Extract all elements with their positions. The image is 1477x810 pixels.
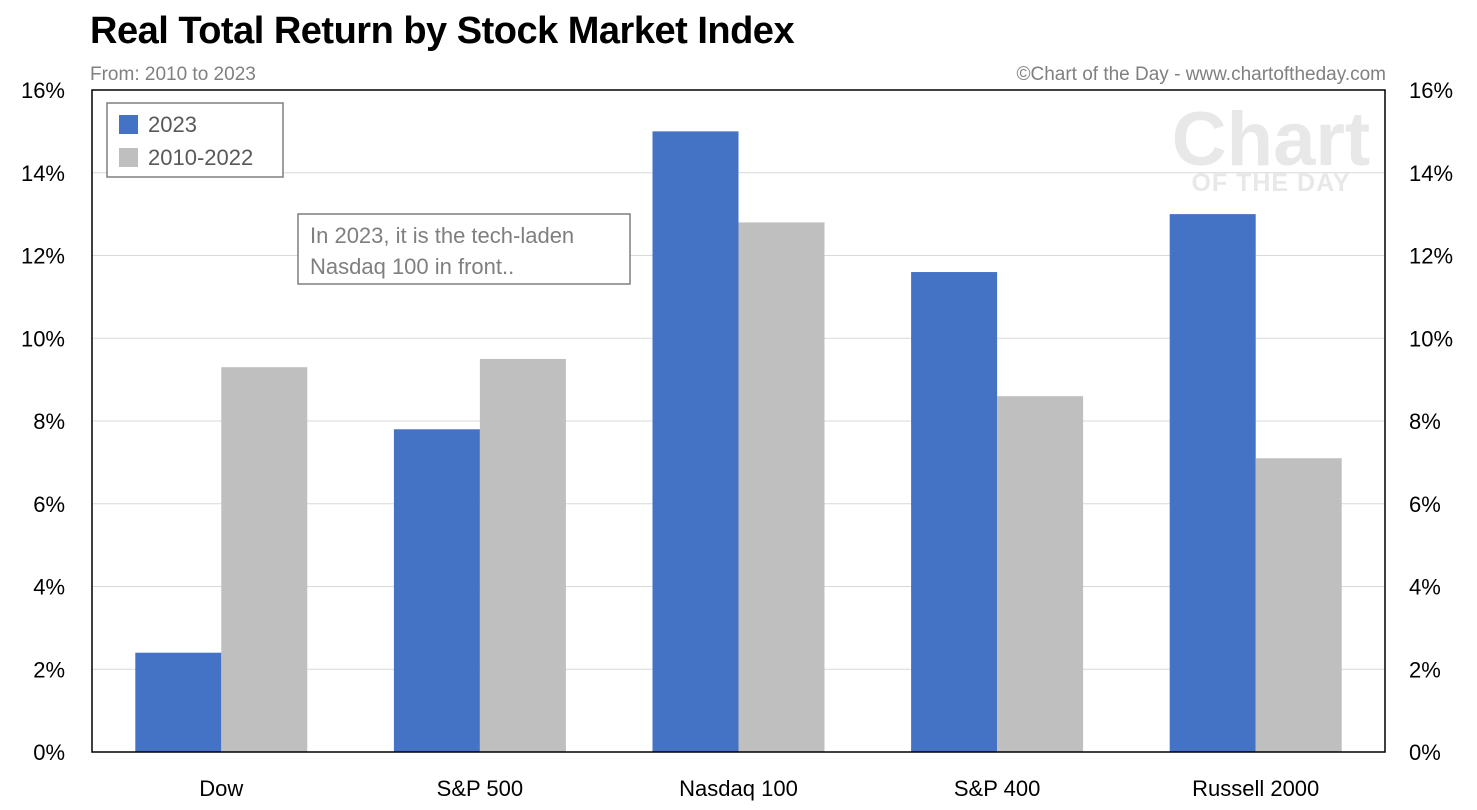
y-tick-label-right: 14% — [1409, 161, 1453, 186]
bar-2010-2022-dow — [221, 367, 308, 752]
y-tick-label-left: 4% — [33, 575, 65, 600]
legend: 2023 2010-2022 — [106, 102, 284, 178]
y-tick-label-left: 10% — [21, 326, 65, 351]
y-tick-label-left: 2% — [33, 657, 65, 682]
y-tick-label-left: 12% — [21, 244, 65, 269]
annotation-line-1: In 2023, it is the tech-laden — [310, 223, 574, 248]
y-tick-label-right: 4% — [1409, 575, 1441, 600]
chart-subtitle: From: 2010 to 2023 — [90, 64, 256, 85]
watermark: Chart OF THE DAY — [1172, 97, 1370, 197]
plot-frame — [91, 89, 1386, 753]
y-tick-label-right: 6% — [1409, 492, 1441, 517]
annotation-line-2: Nasdaq 100 in front.. — [310, 254, 514, 279]
y-tick-label-right: 16% — [1409, 78, 1453, 103]
y-tick-label-left: 16% — [21, 78, 65, 103]
bar-2023-nasdaq-100 — [652, 131, 739, 752]
annotation-box — [297, 213, 631, 285]
y-tick-label-left: 6% — [33, 492, 65, 517]
bar-2023-s-p-500 — [393, 429, 480, 752]
watermark-text-main: Chart — [1172, 97, 1370, 182]
chart-title: Real Total Return by Stock Market Index — [90, 10, 795, 52]
legend-label-2010-2022: 2010-2022 — [148, 145, 253, 170]
bar-2010-2022-s-p-400 — [997, 396, 1084, 752]
x-tick-label: S&P 400 — [954, 776, 1040, 801]
bar-2023-russell-2000 — [1169, 214, 1256, 752]
watermark-text-sub: OF THE DAY — [1191, 169, 1350, 197]
y-tick-label-right: 8% — [1409, 409, 1441, 434]
y-tick-label-left: 14% — [21, 161, 65, 186]
y-tick-label-right: 0% — [1409, 740, 1441, 765]
bar-2010-2022-nasdaq-100 — [738, 222, 825, 752]
bars — [135, 131, 1342, 752]
y-tick-label-left: 8% — [33, 409, 65, 434]
x-tick-label: Russell 2000 — [1192, 776, 1319, 801]
bar-2023-dow — [135, 652, 222, 752]
x-axis: Dow S&P 500 Nasdaq 100 S&P 400 Russell 2000 — [199, 776, 1319, 801]
bar-2010-2022-russell-2000 — [1255, 458, 1342, 752]
y-axis-right: 0% 2% 4% 6% 8% 10% 12% 14% 16% — [1409, 78, 1453, 765]
x-tick-label: Dow — [199, 776, 243, 801]
y-tick-label-right: 12% — [1409, 244, 1453, 269]
bar-2010-2022-s-p-500 — [479, 358, 566, 752]
y-tick-label-right: 10% — [1409, 326, 1453, 351]
y-tick-label-left: 0% — [33, 740, 65, 765]
bar-2023-s-p-400 — [911, 272, 998, 752]
chart-credit: ©Chart of the Day - www.chartoftheday.co… — [1016, 64, 1386, 85]
x-tick-label: S&P 500 — [437, 776, 523, 801]
x-tick-label: Nasdaq 100 — [679, 776, 798, 801]
y-axis-left: 0% 2% 4% 6% 8% 10% 12% 14% 16% — [21, 78, 65, 765]
legend-label-2023: 2023 — [148, 112, 197, 137]
y-tick-label-right: 2% — [1409, 657, 1441, 682]
legend-swatch-2010-2022 — [119, 148, 138, 167]
annotation: In 2023, it is the tech-laden Nasdaq 100… — [297, 213, 631, 285]
legend-swatch-2023 — [119, 115, 138, 134]
